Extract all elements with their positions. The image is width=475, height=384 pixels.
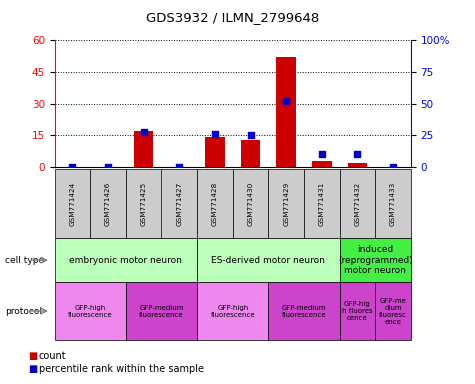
Text: protocol: protocol: [5, 306, 42, 316]
Point: [140, 129, 147, 135]
Point: [282, 98, 290, 104]
Text: ■: ■: [28, 351, 37, 361]
Text: GSM771430: GSM771430: [247, 181, 254, 226]
Point: [211, 131, 218, 137]
Text: percentile rank within the sample: percentile rank within the sample: [39, 364, 204, 374]
Bar: [134, 131, 153, 167]
Text: GSM771432: GSM771432: [354, 181, 361, 226]
Text: ■: ■: [28, 364, 37, 374]
Bar: [276, 57, 296, 167]
Point: [390, 164, 397, 170]
Text: GSM771424: GSM771424: [69, 181, 76, 226]
Text: GSM771426: GSM771426: [105, 181, 111, 226]
Text: GFP-high
fluorescence: GFP-high fluorescence: [68, 305, 113, 318]
Text: count: count: [39, 351, 66, 361]
Text: GFP-high
fluorescence: GFP-high fluorescence: [210, 305, 255, 318]
Text: induced
(reprogrammed)
motor neuron: induced (reprogrammed) motor neuron: [338, 245, 413, 275]
Point: [247, 132, 255, 139]
Text: GSM771428: GSM771428: [212, 181, 218, 226]
Text: ES-derived motor neuron: ES-derived motor neuron: [211, 256, 325, 265]
Point: [353, 151, 361, 157]
Text: GFP-hig
h fluores
cence: GFP-hig h fluores cence: [342, 301, 373, 321]
Bar: [312, 161, 332, 167]
Point: [176, 164, 183, 170]
Text: GSM771433: GSM771433: [390, 181, 396, 226]
Bar: [241, 140, 260, 167]
Text: GFP-medium
fluorescence: GFP-medium fluorescence: [139, 305, 184, 318]
Point: [68, 164, 76, 170]
Text: GDS3932 / ILMN_2799648: GDS3932 / ILMN_2799648: [146, 11, 319, 24]
Text: cell type: cell type: [5, 256, 44, 265]
Text: embryonic motor neuron: embryonic motor neuron: [69, 256, 182, 265]
Text: GFP-me
dium
fluoresc
ence: GFP-me dium fluoresc ence: [379, 298, 407, 324]
Bar: [205, 137, 225, 167]
Bar: [348, 163, 367, 167]
Text: GSM771429: GSM771429: [283, 181, 289, 226]
Point: [104, 164, 112, 170]
Point: [318, 151, 326, 157]
Text: GSM771431: GSM771431: [319, 181, 325, 226]
Text: GSM771425: GSM771425: [141, 181, 147, 226]
Text: GSM771427: GSM771427: [176, 181, 182, 226]
Text: GFP-medium
fluorescence: GFP-medium fluorescence: [282, 305, 326, 318]
